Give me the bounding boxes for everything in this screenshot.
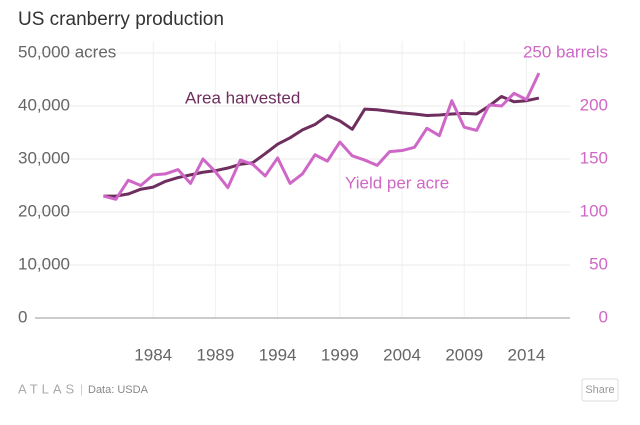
x-tick-label: 1984 xyxy=(134,345,172,364)
x-tick-label: 1994 xyxy=(259,345,297,364)
y-tick-label: 10,000 xyxy=(18,254,70,273)
x-tick-label: 2004 xyxy=(383,345,421,364)
y2-tick-label: 250 barrels xyxy=(523,42,608,61)
chart-title: US cranberry production xyxy=(18,9,224,30)
series-line xyxy=(103,72,541,201)
y2-tick-label: 150 xyxy=(580,148,608,167)
y2-tick-label: 200 xyxy=(580,95,608,114)
series-label: Area harvested xyxy=(185,88,300,107)
separator: | xyxy=(80,382,83,396)
series-line xyxy=(103,94,540,198)
y-tick-label: 0 xyxy=(18,307,27,326)
share-label[interactable]: Share xyxy=(585,384,614,396)
y-tick-label: 40,000 xyxy=(18,95,70,114)
series-label: Yield per acre xyxy=(345,173,449,192)
y-tick-label: 20,000 xyxy=(18,201,70,220)
y2-tick-label: 0 xyxy=(599,307,608,326)
x-tick-label: 2014 xyxy=(508,345,546,364)
y-tick-label: 50,000 acres xyxy=(18,42,116,61)
x-tick-label: 1989 xyxy=(196,345,234,364)
share-button[interactable] xyxy=(581,378,619,402)
x-tick-label: 1999 xyxy=(321,345,359,364)
x-tick-label: 2009 xyxy=(445,345,483,364)
source: Data: USDA xyxy=(88,384,149,396)
y-tick-label: 30,000 xyxy=(18,148,70,167)
brand: ATLAS xyxy=(18,381,78,396)
y2-tick-label: 50 xyxy=(589,254,608,273)
y2-tick-label: 100 xyxy=(580,201,608,220)
